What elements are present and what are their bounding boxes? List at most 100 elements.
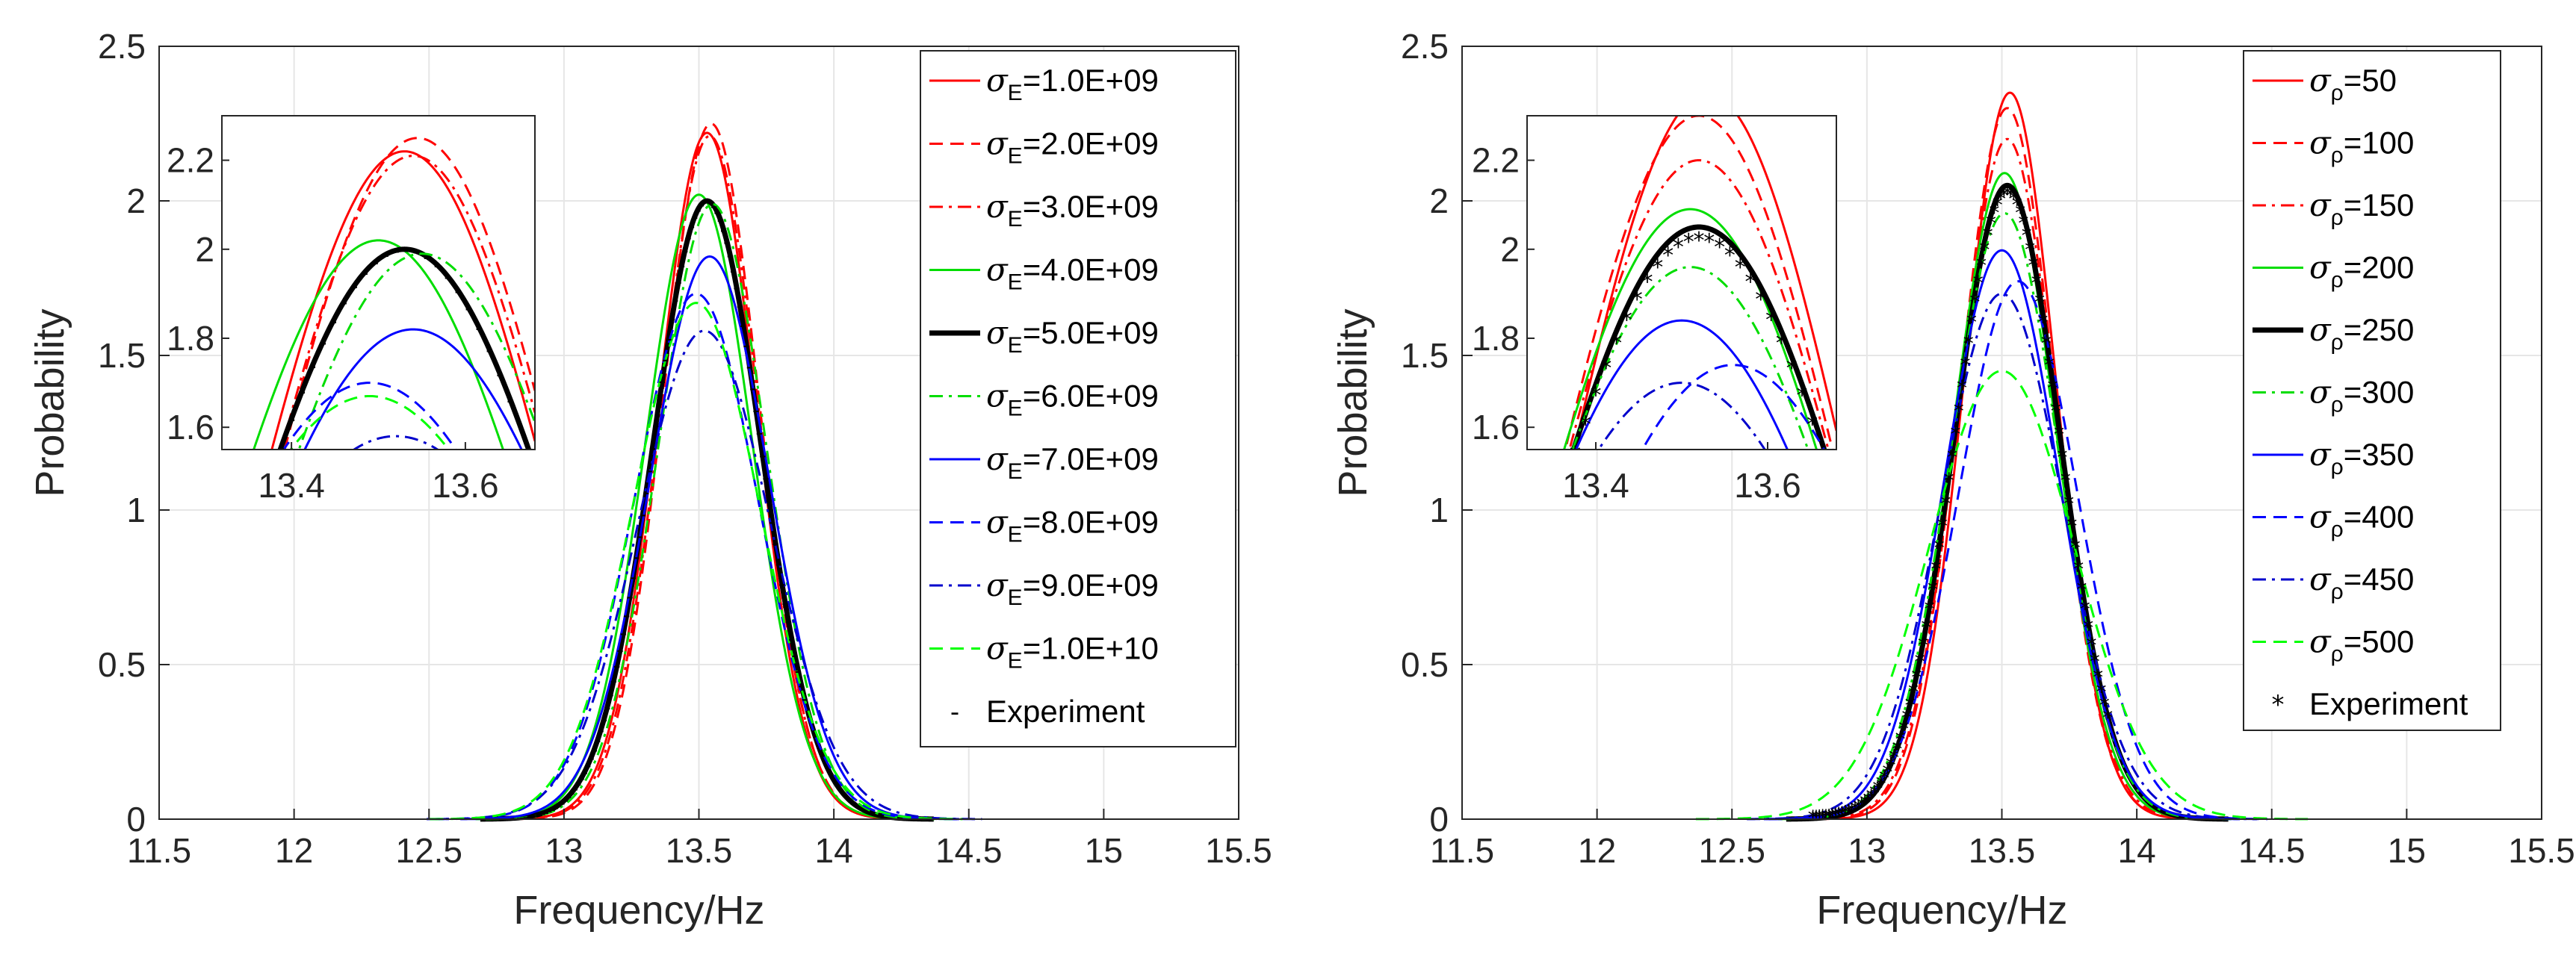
experiment-marker: * <box>1996 187 2006 211</box>
x-tick-label: 13 <box>545 831 583 870</box>
inset-experiment-marker: - <box>444 264 452 290</box>
experiment-marker: * <box>2028 253 2038 278</box>
experiment-marker: * <box>2073 557 2084 582</box>
inset-series-line-3 <box>1568 159 1830 450</box>
experiment-markers: ----------------------------------------… <box>507 188 809 830</box>
experiment-marker: - <box>801 686 808 711</box>
inset-x-tick-label: 13.6 <box>432 466 499 505</box>
experiment-marker: - <box>548 797 556 821</box>
inset-x-tick-label: 13.4 <box>1562 466 1629 505</box>
experiment-marker: * <box>1898 717 1909 742</box>
inset-experiment-marker: * <box>1745 270 1756 296</box>
inset-experiment-marker: - <box>340 290 348 316</box>
inset-experiment-marker: * <box>1642 270 1653 296</box>
experiment-marker: * <box>1966 310 1977 335</box>
experiment-marker: * <box>2018 211 2028 235</box>
experiment-marker: - <box>687 214 695 238</box>
inset-experiment-marker: - <box>381 242 389 268</box>
experiment-marker: - <box>575 771 582 795</box>
y-tick-label: 1.5 <box>98 336 146 375</box>
experiment-marker: - <box>681 238 689 263</box>
experiment-marker: - <box>781 591 789 615</box>
inset-experiment-marker: * <box>1652 255 1663 281</box>
experiment-marker: * <box>2044 353 2055 378</box>
experiment-marker: * <box>1918 632 1928 657</box>
experiment-marker: * <box>1879 766 1889 791</box>
experiment-marker: - <box>707 190 714 214</box>
inset-experiment-marker: - <box>329 308 338 335</box>
experiment-marker: - <box>536 801 543 826</box>
experiment-marker: - <box>784 609 792 633</box>
experiment-marker: - <box>558 790 566 815</box>
experiment-marker: - <box>619 621 627 645</box>
inset-series-line-4 <box>1562 208 1818 450</box>
legend-entry-9: σρ=450 <box>2309 561 2414 604</box>
experiment-marker: - <box>507 806 514 830</box>
inset-experiment-marker: - <box>412 239 421 265</box>
experiment-marker: - <box>798 673 805 697</box>
experiment-marker: - <box>526 803 533 828</box>
inset-experiment-marker: * <box>1735 255 1746 281</box>
experiment-marker: * <box>1954 399 1964 423</box>
inset-series-line-5 <box>1570 224 1827 450</box>
x-tick-label: 14.5 <box>2238 831 2306 870</box>
legend-experiment-marker: * <box>2272 690 2285 720</box>
experiment-marker: - <box>716 207 724 231</box>
experiment-marker: * <box>1901 705 1912 730</box>
experiment-marker: - <box>545 798 553 823</box>
experiment-marker: - <box>636 523 643 548</box>
y-tick-label: 0.5 <box>98 645 146 684</box>
inset-experiment-marker: - <box>298 379 306 405</box>
experiment-marker: * <box>1895 727 1906 752</box>
x-axis-label: Frequency/Hz <box>513 888 764 933</box>
inset-experiment-marker: - <box>496 361 504 388</box>
y-axis-label: Probability <box>28 308 72 497</box>
inset-experiment-marker: - <box>402 237 410 263</box>
inset-experiment-marker: * <box>1621 308 1632 334</box>
experiment-marker: * <box>2022 223 2032 248</box>
experiment-marker: - <box>610 668 617 693</box>
legend-entry-10: σE=1.0E+10 <box>986 630 1159 674</box>
experiment-marker: - <box>555 792 563 817</box>
experiment-marker: - <box>633 544 640 569</box>
right-chart-panel: ****************************************… <box>1331 27 2575 933</box>
inset-experiment-marker: - <box>277 435 285 461</box>
y-tick-label: 2 <box>126 181 146 220</box>
inset-experiment-marker: * <box>1611 330 1622 356</box>
inset-experiment-marker: * <box>1776 330 1787 356</box>
legend-entry-4: σρ=200 <box>2309 249 2414 293</box>
experiment-marker: * <box>1944 468 1954 493</box>
experiment-marker: - <box>765 488 773 512</box>
inset-experiment-marker: * <box>1570 442 1581 468</box>
experiment-marker: - <box>755 420 763 445</box>
inset-series-line-2 <box>283 137 535 450</box>
inset-experiment-marker: * <box>1806 411 1818 438</box>
experiment-marker: - <box>678 253 685 278</box>
experiment-marker: - <box>775 551 782 576</box>
experiment-marker: - <box>578 765 585 790</box>
inset-experiment-marker: - <box>433 252 442 279</box>
experiment-marker: - <box>510 806 517 830</box>
experiment-marker: * <box>2005 183 2016 208</box>
inset-y-tick-label: 2 <box>195 230 214 269</box>
experiment-marker: * <box>1853 795 1863 820</box>
experiment-marker: - <box>623 603 631 627</box>
legend-entry-3: σE=3.0E+09 <box>986 188 1159 231</box>
experiment-marker: * <box>2102 705 2113 730</box>
inset-curves: --------------------------- <box>253 137 535 461</box>
inset-series-line-1 <box>270 150 535 450</box>
experiment-marker: - <box>600 706 607 731</box>
experiment-marker: - <box>668 306 675 331</box>
experiment-marker: * <box>1915 650 1925 674</box>
experiment-marker: - <box>513 805 520 830</box>
inset-experiment-marker: * <box>1797 383 1808 409</box>
experiment-marker: * <box>2076 577 2087 602</box>
experiment-marker: - <box>571 776 578 800</box>
series-line-5 <box>1784 182 2230 822</box>
y-tick-label: 2.5 <box>98 27 146 66</box>
legend-entry-10: σρ=500 <box>2309 624 2414 667</box>
experiment-marker: * <box>2002 182 2013 207</box>
inset-series-line-9 <box>352 435 440 450</box>
experiment-marker: * <box>1947 445 1957 470</box>
inset-experiment-marker: - <box>360 260 368 286</box>
